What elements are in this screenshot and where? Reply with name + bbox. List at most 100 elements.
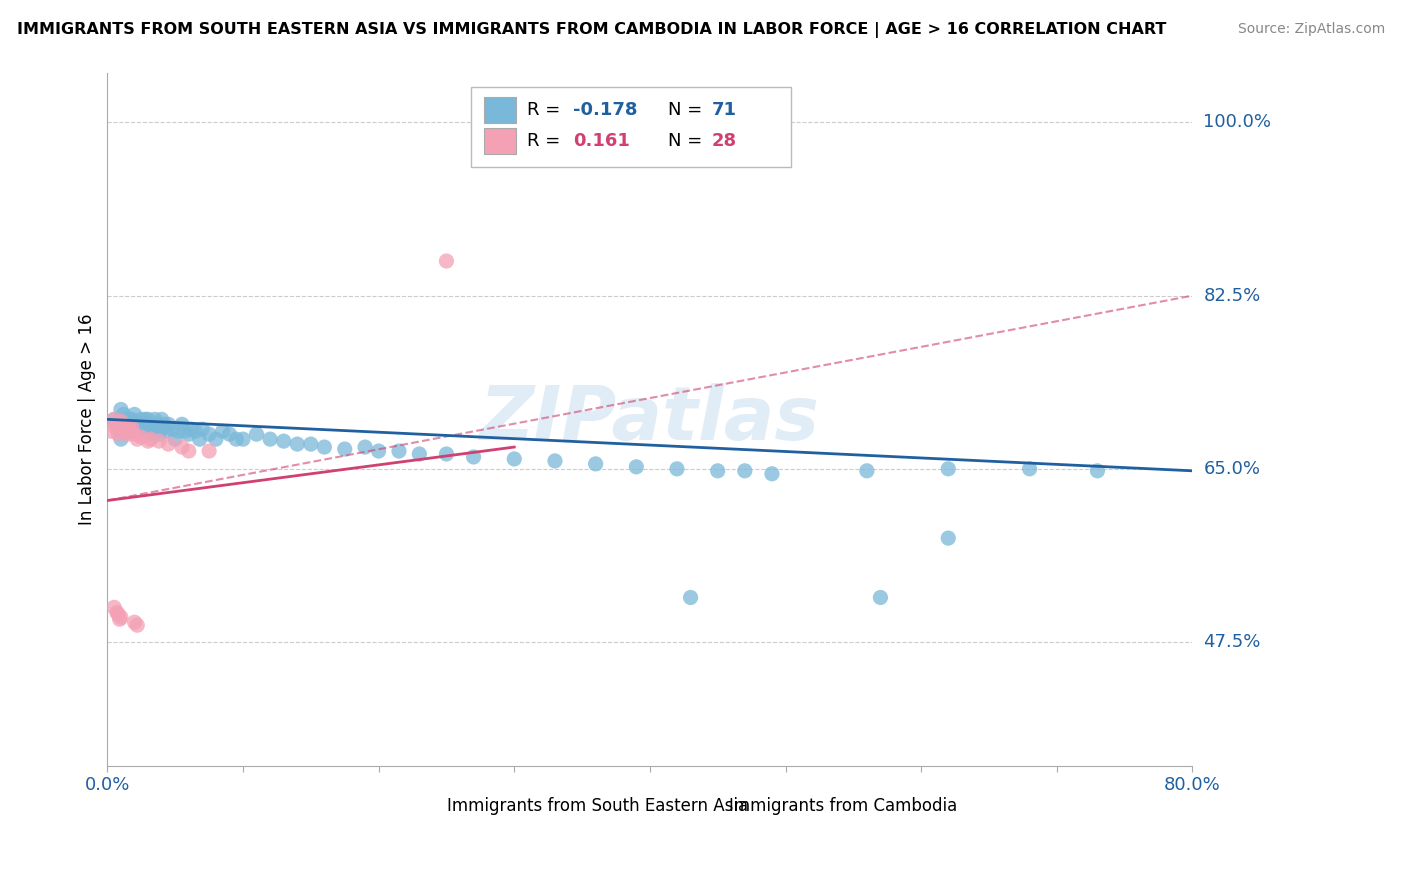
Y-axis label: In Labor Force | Age > 16: In Labor Force | Age > 16 <box>79 314 96 525</box>
Text: 28: 28 <box>711 132 737 150</box>
Point <box>706 464 728 478</box>
Point <box>436 254 458 268</box>
Point <box>1087 464 1109 478</box>
Text: IMMIGRANTS FROM SOUTH EASTERN ASIA VS IMMIGRANTS FROM CAMBODIA IN LABOR FORCE | : IMMIGRANTS FROM SOUTH EASTERN ASIA VS IM… <box>17 22 1166 38</box>
Point <box>285 437 308 451</box>
Point <box>114 422 136 436</box>
Point <box>188 432 211 446</box>
Point <box>110 417 132 432</box>
Point <box>141 427 163 442</box>
Point <box>103 412 125 426</box>
Text: -0.178: -0.178 <box>572 101 637 119</box>
Text: 82.5%: 82.5% <box>1204 286 1261 305</box>
Point <box>869 591 891 605</box>
Point <box>105 417 128 432</box>
Point <box>314 440 336 454</box>
Text: 47.5%: 47.5% <box>1204 633 1261 651</box>
Point <box>112 422 135 436</box>
Point <box>155 424 177 438</box>
Point <box>107 607 129 622</box>
Point <box>124 408 146 422</box>
Point <box>436 447 458 461</box>
Point <box>205 432 228 446</box>
Point <box>110 402 132 417</box>
Point <box>165 432 187 446</box>
Point <box>367 444 389 458</box>
FancyBboxPatch shape <box>484 128 516 154</box>
Point <box>1018 462 1040 476</box>
Point <box>936 462 959 476</box>
Point <box>105 605 128 619</box>
Point <box>127 618 149 632</box>
Point <box>139 432 162 446</box>
Point <box>153 417 176 432</box>
Point <box>463 450 485 464</box>
Point <box>177 427 200 442</box>
Point <box>170 440 193 454</box>
Point <box>585 457 607 471</box>
Point <box>104 420 127 434</box>
Point <box>118 422 141 436</box>
Point <box>936 531 959 545</box>
Text: Source: ZipAtlas.com: Source: ZipAtlas.com <box>1237 22 1385 37</box>
Point <box>544 454 567 468</box>
Point <box>761 467 783 481</box>
Point <box>127 432 149 446</box>
Point <box>129 412 152 426</box>
Point <box>148 434 170 449</box>
Point <box>115 420 138 434</box>
Point <box>734 464 756 478</box>
FancyBboxPatch shape <box>699 797 723 815</box>
Point <box>100 424 122 438</box>
Point <box>273 434 295 449</box>
Point <box>108 612 131 626</box>
Point <box>136 434 159 449</box>
Point <box>232 432 254 446</box>
Point <box>110 414 132 428</box>
Point <box>211 424 233 438</box>
Point <box>110 432 132 446</box>
Point <box>259 432 281 446</box>
FancyBboxPatch shape <box>416 797 440 815</box>
Text: ZIPatlas: ZIPatlas <box>479 383 820 456</box>
Point <box>124 615 146 630</box>
Point <box>143 412 166 426</box>
Point <box>503 452 526 467</box>
Point <box>299 437 322 451</box>
Point <box>167 424 190 438</box>
Point <box>180 422 202 436</box>
Point <box>107 417 129 432</box>
Point <box>184 424 207 438</box>
Point <box>114 424 136 438</box>
Point <box>110 610 132 624</box>
Point <box>666 462 689 476</box>
Point <box>112 408 135 422</box>
Point <box>124 417 146 432</box>
Text: Immigrants from South Eastern Asia: Immigrants from South Eastern Asia <box>447 797 748 815</box>
Point <box>333 442 356 456</box>
Point <box>136 412 159 426</box>
Point <box>157 437 180 451</box>
Point <box>120 424 142 438</box>
Point <box>170 417 193 432</box>
Point <box>117 417 139 432</box>
Point <box>128 424 150 438</box>
Point <box>150 412 173 426</box>
Point <box>177 444 200 458</box>
Text: 71: 71 <box>711 101 737 119</box>
Point <box>856 464 879 478</box>
Point <box>103 412 125 426</box>
Point <box>121 412 143 426</box>
Text: Immigrants from Cambodia: Immigrants from Cambodia <box>730 797 957 815</box>
Point <box>198 444 221 458</box>
Point <box>129 417 152 432</box>
Point <box>124 427 146 442</box>
Point <box>108 417 131 432</box>
Point <box>127 414 149 428</box>
Point <box>218 427 240 442</box>
Point <box>117 412 139 426</box>
Point <box>449 803 471 817</box>
Point <box>225 432 247 446</box>
Point <box>148 427 170 442</box>
Text: N =: N = <box>668 132 709 150</box>
